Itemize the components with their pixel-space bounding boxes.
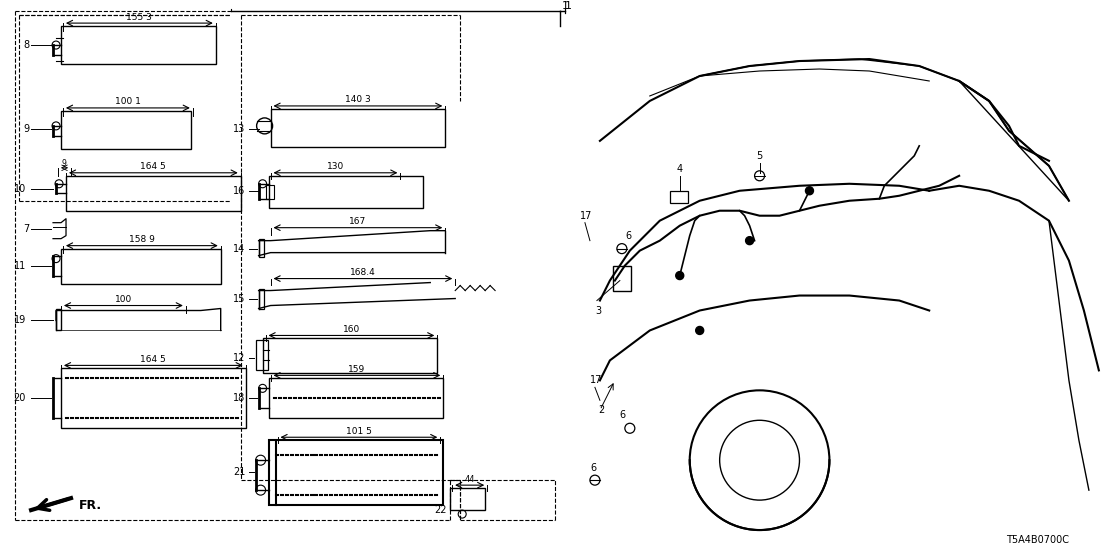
Text: 11: 11 [13,260,27,270]
Text: 1: 1 [562,1,568,11]
Bar [61,26,216,64]
Circle shape [806,187,813,195]
Bar [256,341,268,371]
Text: 21: 21 [234,467,246,477]
Bar [57,309,61,331]
Bar [258,239,264,257]
Text: 17: 17 [579,211,593,220]
Text: 2: 2 [598,406,604,416]
Text: 6: 6 [589,463,596,473]
Text: 164 5: 164 5 [141,355,166,364]
Bar [613,265,630,290]
Bar [268,440,443,505]
Text: 5: 5 [757,151,762,161]
Text: FR.: FR. [79,499,102,511]
Text: 12: 12 [234,353,246,363]
Text: 159: 159 [348,365,366,374]
Text: 1: 1 [565,1,572,11]
Text: 155 3: 155 3 [126,13,152,22]
Text: 14: 14 [234,244,246,254]
Text: T5A4B0700C: T5A4B0700C [1006,535,1069,545]
Bar [450,488,485,510]
Text: 44: 44 [464,475,475,484]
Circle shape [746,237,753,245]
Bar [61,368,246,428]
Text: 8: 8 [23,40,29,50]
Text: 7: 7 [23,224,29,234]
Text: 17: 17 [589,376,603,386]
Bar [270,109,445,147]
Text: 101 5: 101 5 [346,427,372,436]
Text: 130: 130 [327,162,345,171]
Text: 9: 9 [23,124,29,134]
Text: 18: 18 [234,393,246,403]
Bar [61,249,220,284]
Bar [258,289,264,309]
Text: 100 1: 100 1 [115,98,141,106]
Text: 168.4: 168.4 [350,268,376,277]
Text: 10: 10 [13,184,27,194]
Text: 167: 167 [349,217,367,226]
Text: 158 9: 158 9 [129,235,155,244]
Text: 19: 19 [13,315,27,326]
Text: 22: 22 [434,505,448,515]
Bar [263,338,438,373]
Bar [669,191,688,203]
Text: 13: 13 [234,124,246,134]
Bar [268,378,443,418]
Circle shape [696,326,704,335]
Bar [268,176,423,208]
Text: 164 5: 164 5 [141,162,166,171]
Text: 20: 20 [13,393,27,403]
Text: 6: 6 [626,230,632,240]
Text: 160: 160 [342,325,360,334]
Text: 100: 100 [115,295,132,304]
Text: 6: 6 [619,411,626,420]
Bar [66,176,240,211]
Circle shape [676,271,684,280]
Text: 140 3: 140 3 [345,95,371,105]
Bar [61,111,191,149]
Text: 9: 9 [62,160,66,168]
Text: 15: 15 [234,294,246,304]
Text: 16: 16 [234,186,246,196]
Text: 3: 3 [595,305,601,316]
Text: 4: 4 [677,164,683,174]
Bar [266,185,274,199]
